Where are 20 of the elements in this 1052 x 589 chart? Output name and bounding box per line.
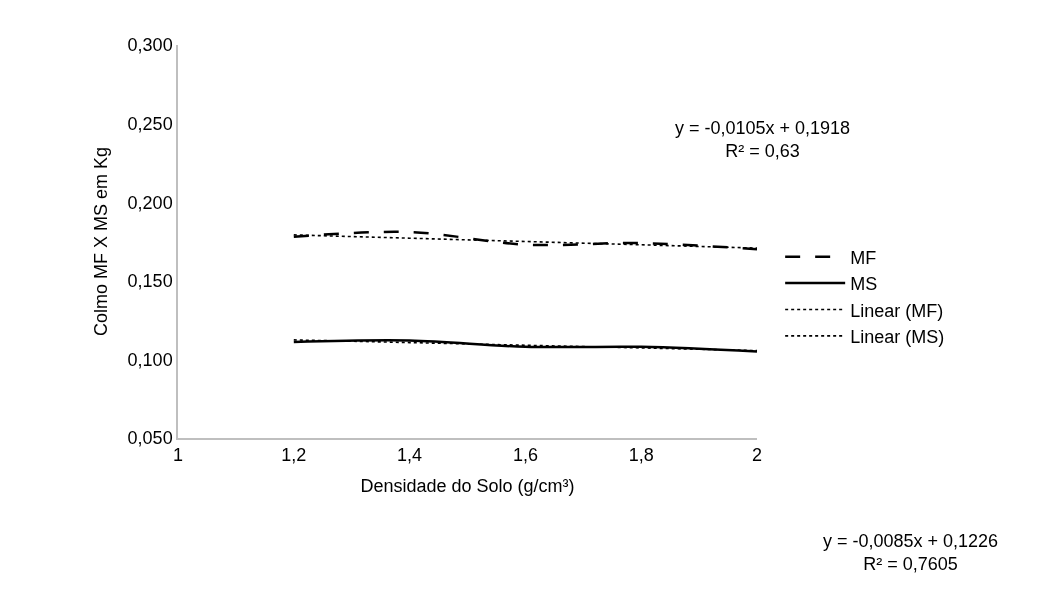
y-tick-label: 0,100: [127, 349, 173, 370]
legend-label: Linear (MF): [850, 300, 944, 321]
y-tick-label: 0,250: [127, 113, 173, 134]
x-tick-label: 1,4: [397, 445, 423, 466]
y-tick-label: 0,200: [127, 192, 173, 213]
y-tick-label: 0,050: [127, 428, 173, 449]
text: y = -0,0085x + 0,1226 R² = 0,7605: [823, 531, 999, 575]
x-tick-label: 1,8: [628, 445, 654, 466]
legend-label: MS: [850, 274, 878, 295]
y-axis-title: Colmo MF X MS em Kg: [91, 146, 112, 337]
legend-label: Linear (MS): [850, 326, 945, 347]
x-tick-label: 1: [172, 445, 184, 466]
x-tick-label: 1,6: [512, 445, 538, 466]
y-tick-label: 0,300: [127, 35, 173, 56]
x-axis-title: Densidade do Solo (g/cm³): [360, 475, 575, 496]
annotation: y = -0,0105x + 0,1918 R² = 0,63: [675, 118, 851, 162]
x-tick-label: 1,2: [281, 445, 307, 466]
legend-label: MF: [850, 247, 877, 268]
x-tick-label: 2: [751, 445, 763, 466]
y-tick-label: 0,150: [127, 271, 173, 292]
